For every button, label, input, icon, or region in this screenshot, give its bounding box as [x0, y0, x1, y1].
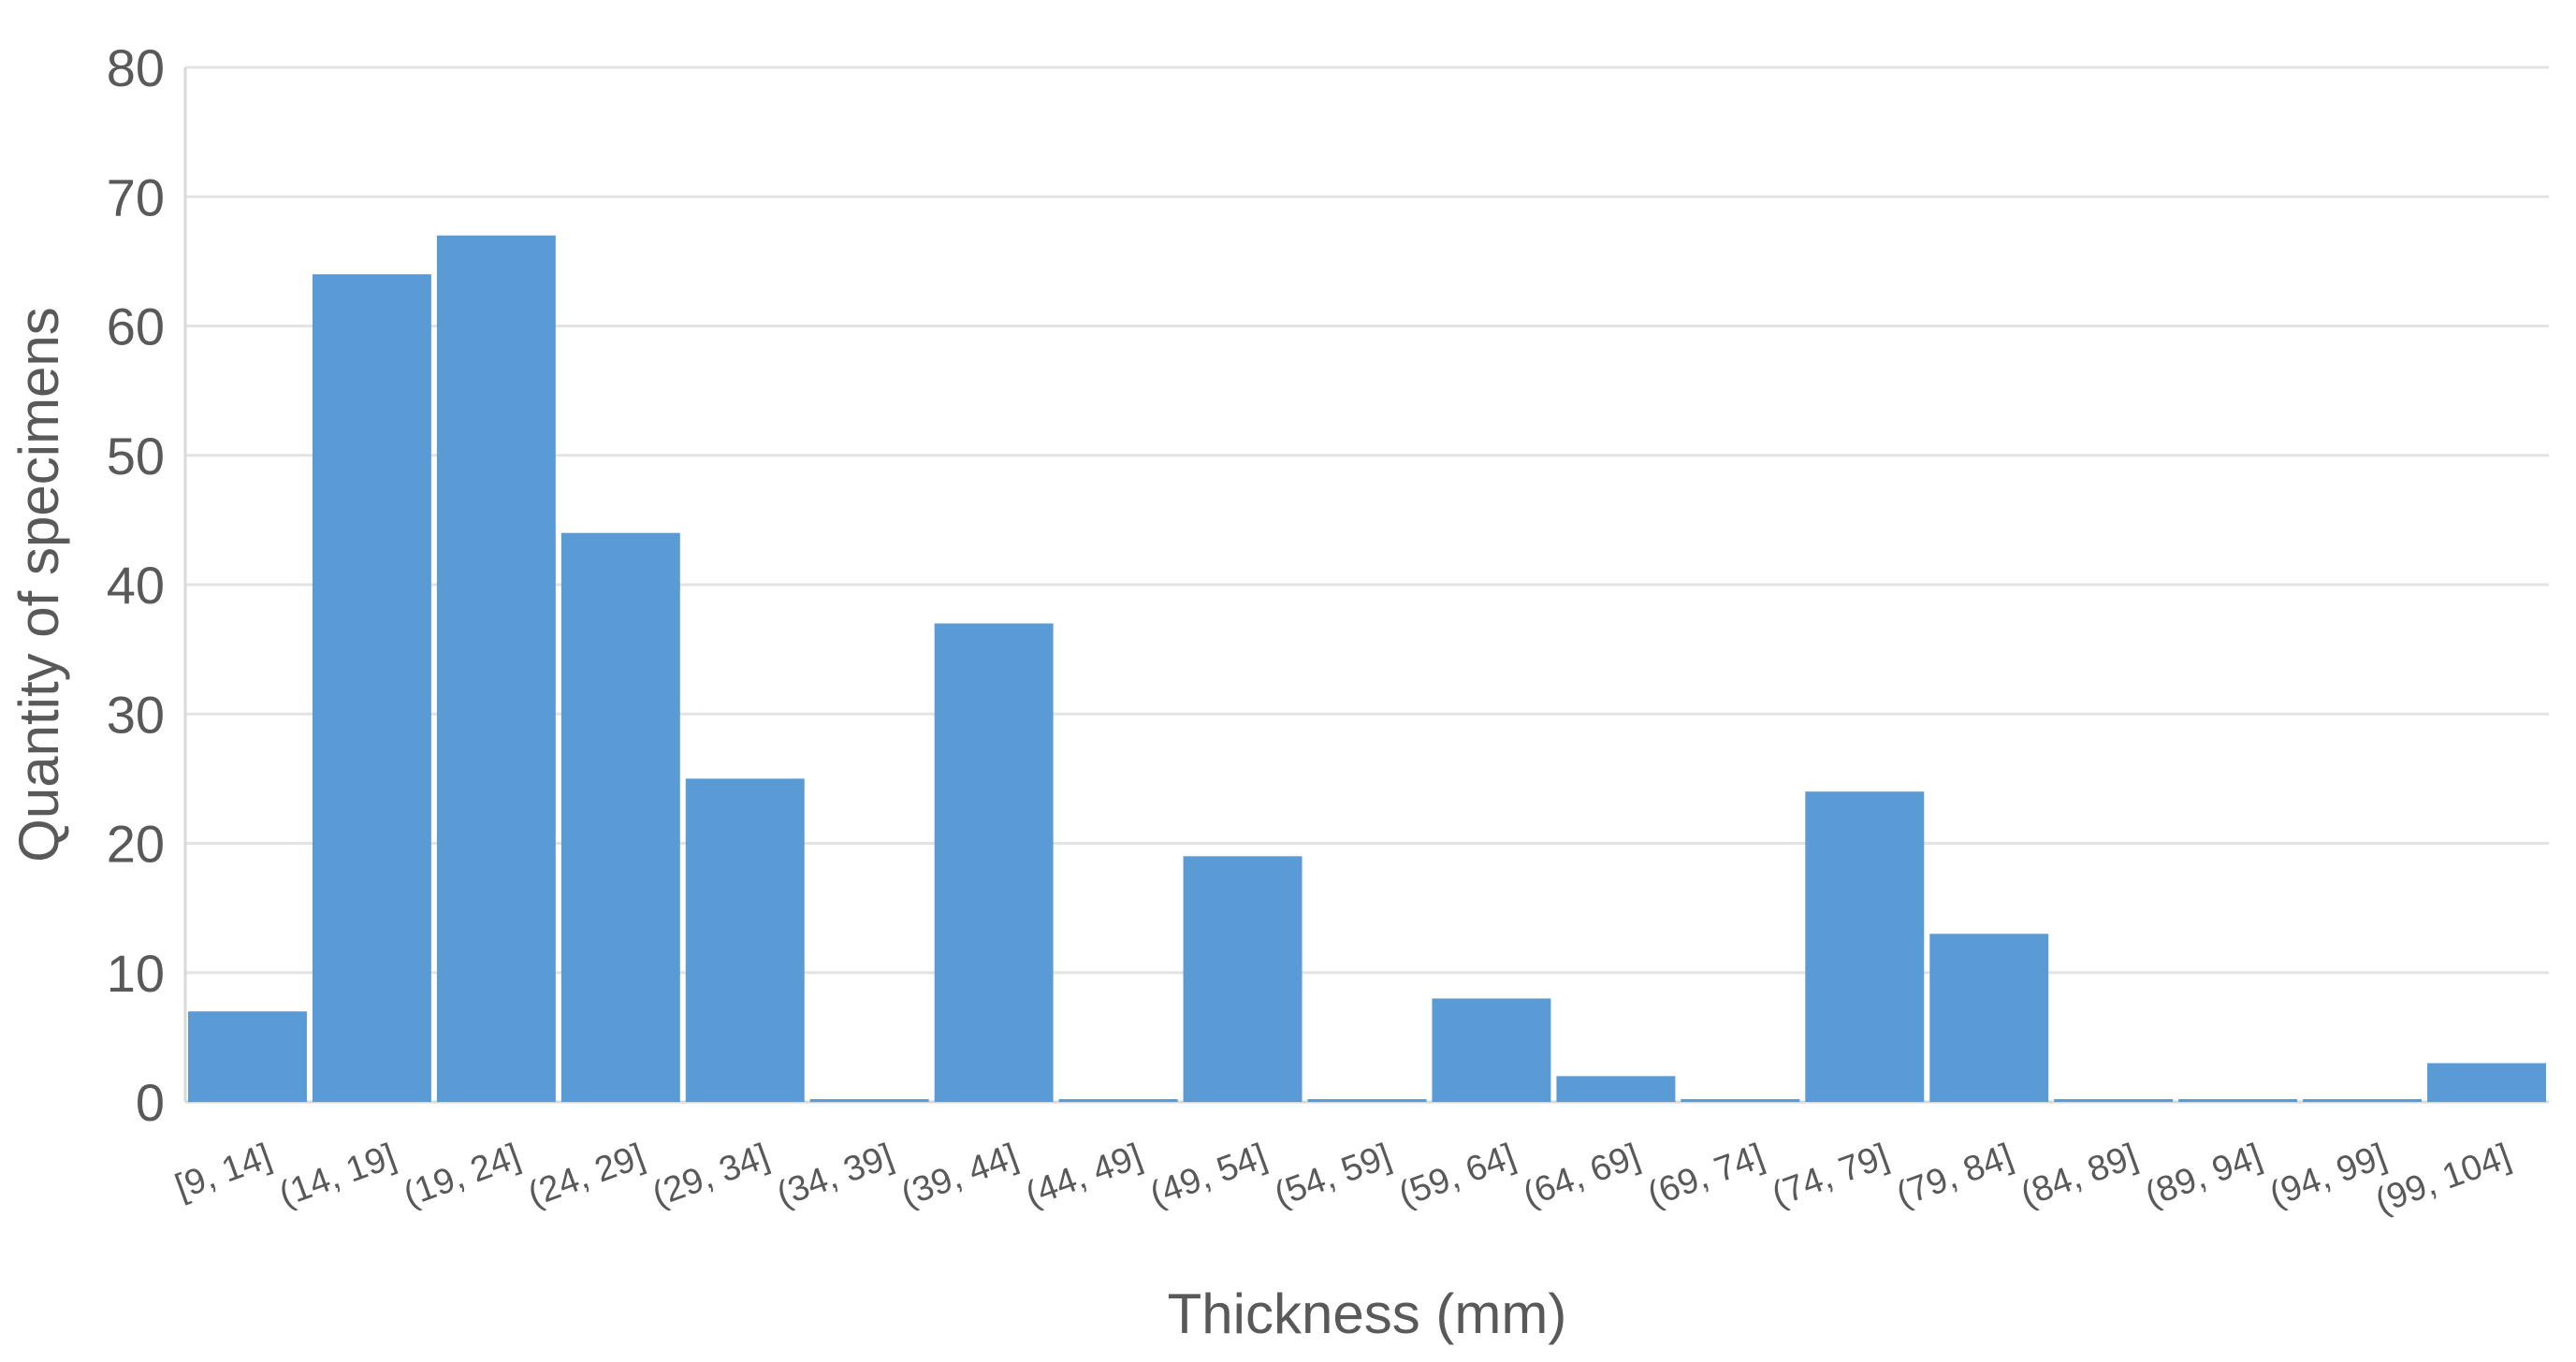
- x-tick-label: (39, 44]: [896, 1137, 1023, 1215]
- x-tick-label: (49, 54]: [1145, 1137, 1272, 1215]
- bar: [1058, 1099, 1178, 1102]
- x-axis-title: Thickness (mm): [1168, 1282, 1567, 1345]
- y-tick-label: 0: [136, 1073, 165, 1132]
- bar: [436, 235, 556, 1103]
- x-tick-label: (84, 89]: [2016, 1137, 2142, 1215]
- x-tick-label: (74, 79]: [1767, 1137, 1893, 1215]
- bar: [934, 623, 1054, 1102]
- bars: [188, 235, 2546, 1103]
- x-tick-label: (89, 94]: [2140, 1137, 2266, 1215]
- bar: [1556, 1076, 1676, 1102]
- bar: [1805, 791, 1925, 1102]
- x-axis-ticks: [9, 14](14, 19](19, 24](24, 29](29, 34](…: [170, 1137, 2516, 1222]
- y-tick-label: 30: [107, 685, 165, 744]
- y-tick-label: 10: [107, 944, 165, 1003]
- x-tick-label: (69, 74]: [1642, 1137, 1768, 1215]
- y-tick-label: 40: [107, 556, 165, 615]
- bar: [2303, 1099, 2423, 1102]
- y-tick-label: 60: [107, 297, 165, 356]
- y-tick-label: 20: [107, 815, 165, 874]
- y-tick-label: 50: [107, 427, 165, 485]
- x-tick-label: (44, 49]: [1021, 1137, 1147, 1215]
- bar: [1681, 1099, 1800, 1102]
- bar: [1432, 998, 1551, 1102]
- x-tick-label: (99, 104]: [2370, 1137, 2515, 1222]
- y-tick-label: 70: [107, 167, 165, 226]
- bar: [2427, 1063, 2546, 1102]
- bar: [188, 1011, 307, 1102]
- y-tick-label: 80: [107, 38, 165, 97]
- x-tick-label: (24, 29]: [523, 1137, 649, 1215]
- bar: [685, 778, 805, 1102]
- x-tick-label: (34, 39]: [772, 1137, 898, 1215]
- x-tick-label: (79, 84]: [1891, 1137, 2017, 1215]
- x-tick-label: (14, 19]: [274, 1137, 400, 1215]
- bar: [2054, 1099, 2174, 1102]
- x-tick-label: (54, 59]: [1270, 1137, 1396, 1215]
- bar: [809, 1099, 929, 1102]
- x-tick-label: (94, 99]: [2264, 1137, 2391, 1215]
- y-axis-title: Quantity of specimens: [7, 307, 70, 862]
- x-tick-label: (29, 34]: [648, 1137, 774, 1215]
- bar: [560, 532, 680, 1102]
- bar: [2178, 1099, 2298, 1102]
- x-tick-label: [9, 14]: [170, 1137, 277, 1208]
- x-tick-label: (64, 69]: [1519, 1137, 1645, 1215]
- bar: [1183, 856, 1303, 1102]
- bar: [1929, 934, 2049, 1102]
- y-axis-ticks: 0 10 20 30 40 50 60 70 80: [107, 38, 165, 1132]
- bar: [312, 274, 431, 1102]
- bar: [1307, 1099, 1427, 1102]
- x-tick-label: (19, 24]: [399, 1137, 525, 1215]
- x-tick-label: (59, 64]: [1394, 1137, 1521, 1215]
